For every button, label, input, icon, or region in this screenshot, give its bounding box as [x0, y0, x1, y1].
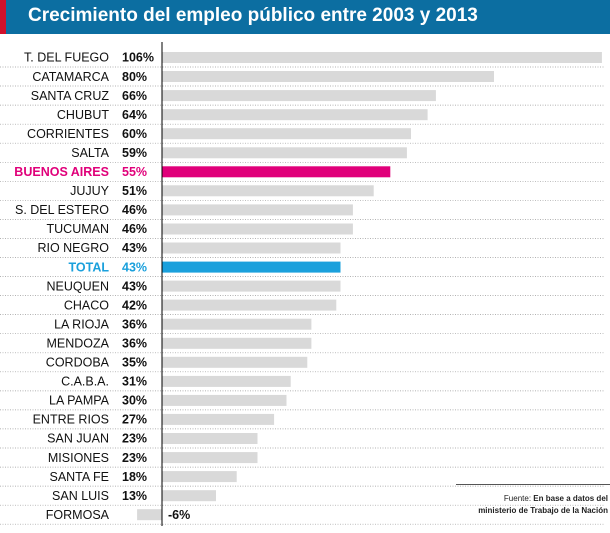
- source-label: Fuente:: [503, 494, 532, 503]
- category-label-buenos-aires: BUENOS AIRES: [14, 165, 109, 179]
- bar-entre-rios: [162, 413, 275, 425]
- value-label-la-rioja: 36%: [122, 317, 147, 331]
- bar-la-pampa: [162, 394, 287, 406]
- bar-la-rioja: [162, 318, 312, 330]
- category-label-t-del-fuego: T. DEL FUEGO: [24, 51, 109, 65]
- value-label-santa-cruz: 66%: [122, 89, 147, 103]
- value-label-cordoba: 35%: [122, 356, 147, 370]
- category-label-formosa: FORMOSA: [46, 508, 110, 522]
- source-line-2: ministerio de Trabajo de la Nación: [478, 506, 608, 515]
- bar-san-juan: [162, 433, 258, 444]
- value-label-t-del-fuego: 106%: [122, 51, 154, 65]
- category-label-catamarca: CATAMARCA: [32, 70, 109, 84]
- value-label-misiones: 23%: [122, 451, 147, 465]
- value-label-salta: 59%: [122, 146, 147, 160]
- category-label-salta: SALTA: [71, 146, 109, 160]
- value-label-san-luis: 13%: [122, 489, 147, 503]
- value-label-jujuy: 51%: [122, 184, 147, 198]
- value-label-santa-fe: 18%: [122, 470, 147, 484]
- source-text-1: En base a datos del: [533, 494, 608, 503]
- value-label-catamarca: 80%: [122, 70, 147, 84]
- chart-header: [0, 0, 610, 34]
- chart-title: Crecimiento del empleo público entre 200…: [28, 5, 478, 26]
- value-label-neuquen: 43%: [122, 279, 147, 293]
- bar-salta: [162, 147, 407, 159]
- bar-catamarca: [162, 71, 494, 82]
- bar-total: [162, 261, 341, 273]
- value-label-san-juan: 23%: [122, 432, 147, 446]
- category-label-tucuman: TUCUMAN: [47, 222, 110, 236]
- category-label-mendoza: MENDOZA: [47, 336, 110, 350]
- bar-corrientes: [162, 128, 411, 140]
- bar-jujuy: [162, 185, 374, 197]
- bar-chubut: [162, 109, 428, 121]
- value-label-entre-rios: 27%: [122, 413, 147, 427]
- category-label-cordoba: CORDOBA: [46, 356, 110, 370]
- bar-t-del-fuego: [162, 52, 602, 63]
- bar-tucuman: [162, 223, 353, 235]
- bar-rio-negro: [162, 242, 341, 254]
- value-label-total: 43%: [122, 260, 147, 274]
- value-label-mendoza: 36%: [122, 336, 147, 350]
- value-label-corrientes: 60%: [122, 127, 147, 141]
- category-label-misiones: MISIONES: [48, 451, 109, 465]
- value-label-s-del-estero: 46%: [122, 203, 147, 217]
- category-label-c-a-b-a: C.A.B.A.: [61, 375, 109, 389]
- category-label-la-pampa: LA PAMPA: [49, 394, 110, 408]
- category-label-santa-fe: SANTA FE: [49, 470, 109, 484]
- category-label-la-rioja: LA RIOJA: [54, 317, 110, 331]
- source-line-1: Fuente: En base a datos del: [504, 494, 608, 503]
- category-label-neuquen: NEUQUEN: [46, 279, 109, 293]
- value-label-chubut: 64%: [122, 108, 147, 122]
- bar-santa-cruz: [162, 90, 436, 102]
- bar-san-luis: [162, 490, 216, 502]
- bar-cordoba: [162, 356, 308, 368]
- category-label-rio-negro: RIO NEGRO: [37, 241, 109, 255]
- category-label-corrientes: CORRIENTES: [27, 127, 109, 141]
- bar-s-del-estero: [162, 204, 353, 216]
- bar-c-a-b-a: [162, 375, 291, 387]
- bar-misiones: [162, 452, 258, 464]
- source-note: Fuente: En base a datos del ministerio d…: [456, 484, 610, 521]
- bar-mendoza: [162, 337, 312, 349]
- bar-chaco: [162, 299, 337, 311]
- bar-neuquen: [162, 280, 341, 292]
- bar-buenos-aires: [162, 166, 391, 178]
- value-label-buenos-aires: 55%: [122, 165, 147, 179]
- value-label-formosa: -6%: [168, 508, 190, 522]
- category-label-jujuy: JUJUY: [70, 184, 110, 198]
- bar-formosa: [137, 509, 162, 521]
- category-label-san-luis: SAN LUIS: [52, 489, 109, 503]
- value-label-tucuman: 46%: [122, 222, 147, 236]
- value-label-rio-negro: 43%: [122, 241, 147, 255]
- value-label-c-a-b-a: 31%: [122, 375, 147, 389]
- value-label-la-pampa: 30%: [122, 394, 147, 408]
- category-label-santa-cruz: SANTA CRUZ: [31, 89, 110, 103]
- value-label-chaco: 42%: [122, 298, 147, 312]
- category-label-chubut: CHUBUT: [57, 108, 109, 122]
- category-label-entre-rios: ENTRE RIOS: [33, 413, 109, 427]
- category-label-chaco: CHACO: [64, 298, 109, 312]
- source-text-2: ministerio de Trabajo de la Nación: [478, 506, 608, 515]
- category-label-san-juan: SAN JUAN: [47, 432, 109, 446]
- header-accent: [0, 0, 6, 34]
- bar-santa-fe: [162, 471, 237, 483]
- category-label-total: TOTAL: [68, 260, 109, 274]
- category-label-s-del-estero: S. DEL ESTERO: [15, 203, 109, 217]
